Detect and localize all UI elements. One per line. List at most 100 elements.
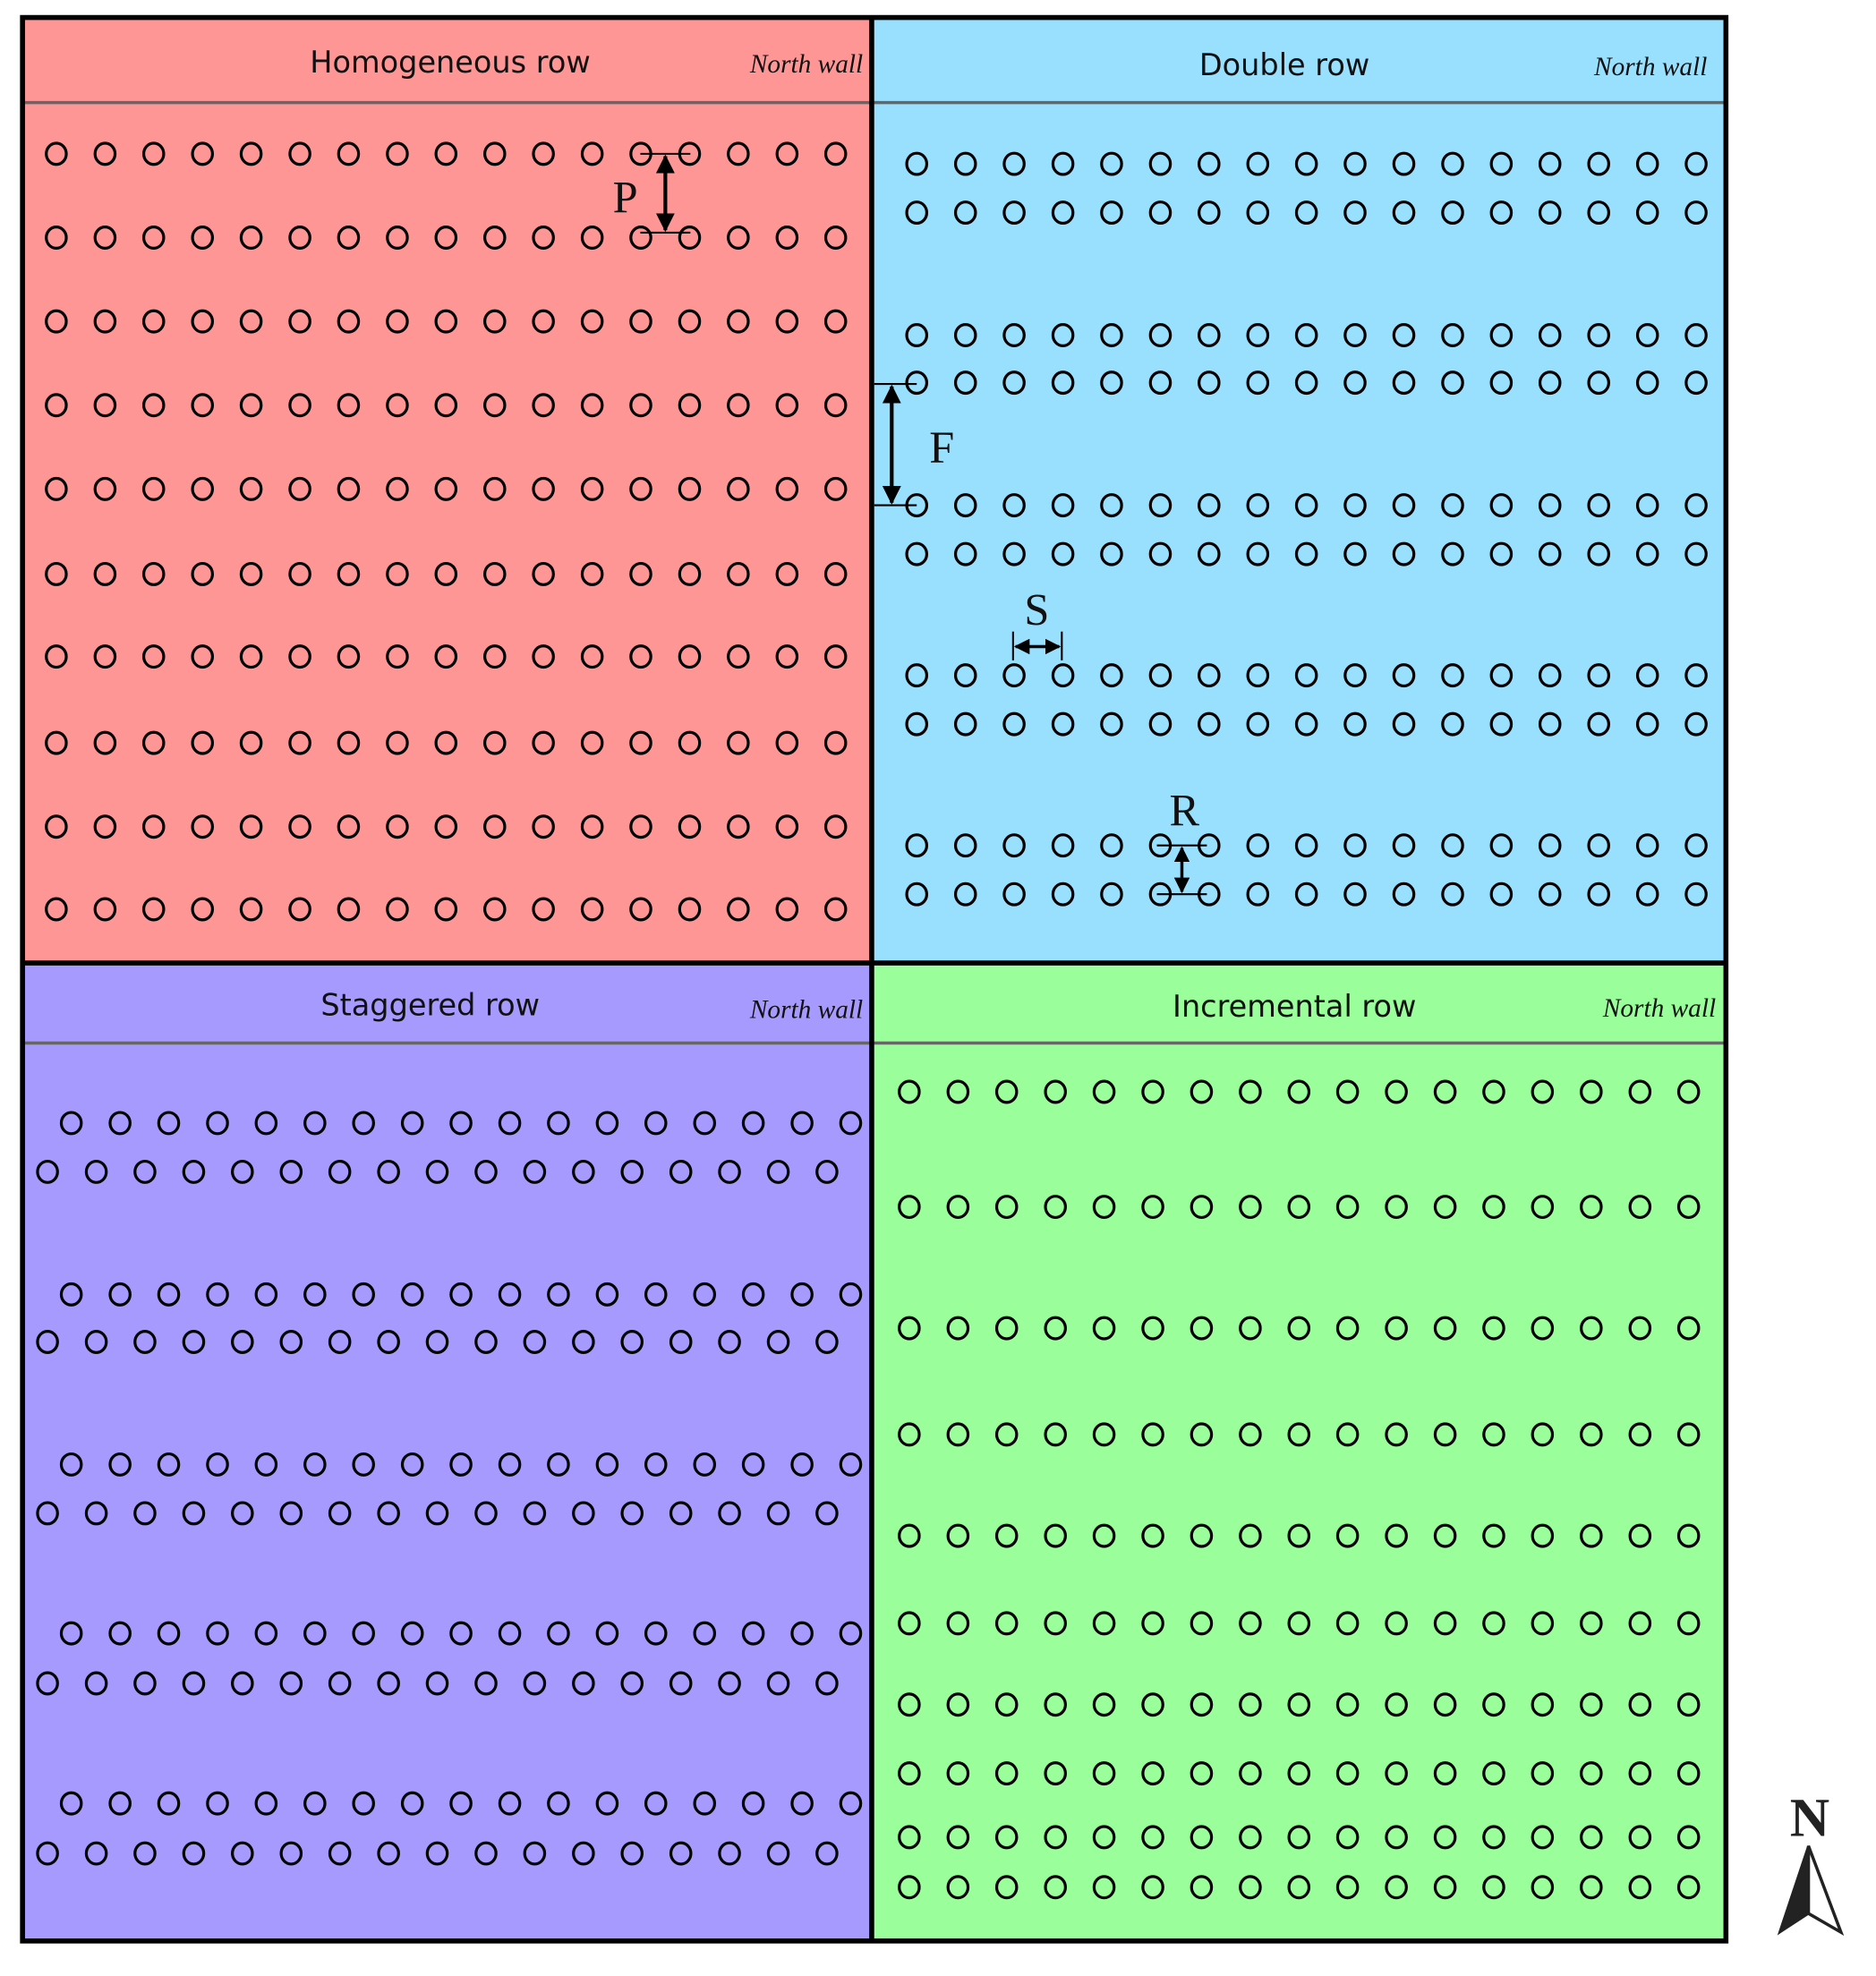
- plant-circle: [1287, 1195, 1311, 1220]
- plant-circle: [1198, 151, 1221, 176]
- plant-circle: [1628, 1523, 1652, 1548]
- plant-circle: [59, 1111, 83, 1136]
- plant-circle: [482, 644, 507, 669]
- plant-circle: [523, 1841, 547, 1866]
- plant-circle: [288, 476, 311, 501]
- plant-circle: [279, 1841, 303, 1866]
- plant-circle: [141, 393, 166, 418]
- plant-circle: [239, 897, 263, 922]
- plant-circle: [133, 1841, 157, 1866]
- plant-circle: [775, 897, 799, 922]
- plant-circle: [1141, 1875, 1164, 1900]
- plant-circle: [1044, 1875, 1067, 1900]
- plant-circle: [1343, 370, 1367, 396]
- plant-circle: [386, 897, 409, 922]
- plant-circle: [727, 141, 750, 166]
- plant-circle: [352, 1791, 375, 1816]
- plant-circle: [377, 1671, 400, 1696]
- plant-circle: [1141, 1079, 1164, 1104]
- plant-circle: [288, 141, 311, 166]
- plant-circle: [1100, 370, 1123, 396]
- plant-circle: [727, 644, 750, 669]
- plant-circle: [1051, 151, 1075, 176]
- plant-circle: [815, 1329, 839, 1354]
- plant-circle: [191, 476, 215, 501]
- plant-circle: [1676, 1761, 1701, 1786]
- plant-circle: [377, 1329, 400, 1354]
- plant-circle: [1294, 882, 1318, 907]
- plant-circle: [718, 1501, 741, 1526]
- plant-circle: [386, 644, 409, 669]
- plant-circle: [1385, 1611, 1408, 1636]
- plant-circle: [532, 814, 555, 839]
- plant-circle: [678, 814, 702, 839]
- plant-circle: [1239, 1316, 1262, 1341]
- plant-circle: [498, 1111, 522, 1136]
- plant-circle: [1246, 493, 1270, 518]
- plant-circle: [1198, 323, 1221, 348]
- plant-circle: [108, 1111, 132, 1136]
- plant-circle: [823, 897, 848, 922]
- plant-circle: [1100, 711, 1123, 737]
- plant-circle: [191, 393, 215, 418]
- plant-circle: [498, 1621, 522, 1646]
- plant-circle: [303, 1282, 327, 1307]
- plant-circle: [1190, 1523, 1214, 1548]
- plant-circle: [678, 897, 702, 922]
- plant-circle: [449, 1452, 473, 1477]
- plant-circle: [823, 226, 848, 251]
- plant-circle: [239, 309, 263, 334]
- plant-circle: [434, 561, 458, 586]
- plant-circle: [1392, 151, 1416, 176]
- plant-circle: [1343, 151, 1367, 176]
- plant-circle: [946, 1523, 970, 1548]
- plant-circle: [1051, 200, 1075, 226]
- plant-circle: [727, 561, 750, 586]
- plant-circle: [1190, 1761, 1214, 1786]
- label-r: R: [1169, 785, 1199, 835]
- plant-circle: [1294, 663, 1318, 688]
- plant-circle: [482, 730, 507, 755]
- plant-circle: [328, 1501, 352, 1526]
- plant-circle: [1148, 493, 1172, 518]
- plant-circle: [946, 1195, 970, 1220]
- plant-circle: [1100, 833, 1123, 858]
- plant-circle: [994, 1079, 1019, 1104]
- plant-circle: [629, 897, 652, 922]
- plant-circle: [1294, 541, 1318, 566]
- plant-circle: [727, 476, 750, 501]
- plant-circle: [1482, 1195, 1505, 1220]
- plant-circle: [45, 644, 68, 669]
- plant-circle: [620, 1329, 644, 1354]
- plant-circle: [1051, 882, 1075, 907]
- plant-circle: [905, 882, 929, 907]
- plant-circle: [1343, 833, 1367, 858]
- plant-circle: [482, 141, 507, 166]
- plant-circle: [239, 476, 263, 501]
- plant-circle: [1335, 1825, 1360, 1850]
- plant-circle: [1580, 1825, 1603, 1850]
- plant-circle: [1044, 1523, 1067, 1548]
- plant-circle: [1246, 151, 1270, 176]
- plant-circle: [839, 1282, 863, 1307]
- plant-circle: [823, 476, 848, 501]
- plant-circle: [1092, 1692, 1116, 1717]
- plant-circle: [93, 561, 117, 586]
- plant-circle: [1385, 1875, 1408, 1900]
- plant-circle: [386, 730, 409, 755]
- plant-circle: [1628, 1422, 1652, 1447]
- plant-circle: [1489, 323, 1514, 348]
- plant-circle: [572, 1841, 595, 1866]
- plant-circle: [141, 814, 166, 839]
- plant-circle: [36, 1329, 59, 1354]
- plant-circle: [45, 897, 68, 922]
- plant-circle: [1531, 1611, 1555, 1636]
- plant-circle: [580, 309, 604, 334]
- plant-circle: [1441, 323, 1464, 348]
- plant-circle: [823, 393, 848, 418]
- plant-circle: [693, 1452, 717, 1477]
- plant-circle: [727, 393, 750, 418]
- plant-circle: [1531, 1195, 1555, 1220]
- plant-circle: [182, 1329, 206, 1354]
- plant-circle: [905, 151, 929, 176]
